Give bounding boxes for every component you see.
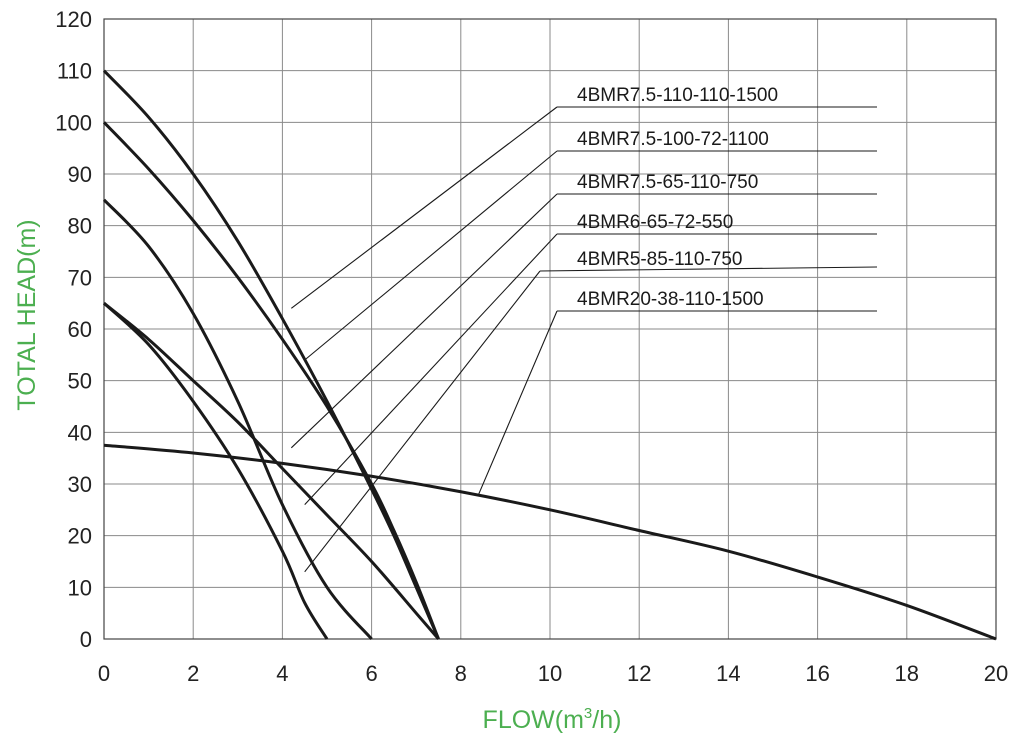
series-label: 4BMR6-65-72-550 [577,212,733,233]
series-curve [102,198,373,640]
y-tick-label: 110 [57,59,92,84]
x-axis-title-superscript: 3 [584,705,592,722]
leader-line [290,193,558,449]
y-tick-label: 120 [55,7,92,32]
y-tick-label: 70 [68,265,92,290]
leader-line [304,270,541,573]
x-tick-label: 20 [984,661,1008,686]
y-tick-label: 90 [68,162,92,187]
leader-line [290,106,558,309]
y-axis-ticks: 0 10 20 30 40 50 60 70 80 90 100 110 120 [55,7,92,652]
y-tick-label: 50 [68,369,92,394]
series-label: 4BMR5-85-110-750 [577,249,742,270]
x-tick-label: 18 [895,661,919,686]
y-tick-label: 100 [55,110,92,135]
series-curves [102,69,997,641]
y-tick-label: 40 [68,420,92,445]
x-tick-label: 14 [716,661,740,686]
x-tick-label: 16 [805,661,829,686]
series-label: 4BMR20-38-110-1500 [577,289,764,310]
series-curve [103,443,997,641]
x-axis-title-tail: /h) [592,706,621,734]
series-curve [102,302,329,640]
series-labels: 4BMR7.5-110-110-1500 4BMR7.5-100-72-1100 4… [577,85,778,310]
x-tick-label: 0 [98,661,110,686]
x-tick-label: 6 [365,661,377,686]
y-tick-label: 20 [68,524,92,549]
series-curve [103,302,440,640]
x-tick-label: 8 [455,661,467,686]
x-axis-title: FLOW(m3/h) [483,705,622,734]
leader-line [478,310,558,495]
x-tick-label: 10 [538,661,562,686]
y-axis-title: TOTAL HEAD(m) [13,219,41,410]
leader-line [304,233,558,506]
y-tick-label: 80 [68,214,92,239]
plot-frame [103,18,997,640]
y-tick-label: 10 [68,575,92,600]
y-tick-label: 30 [68,472,92,497]
y-tick-label: 0 [80,627,92,652]
series-curve [102,121,440,640]
y-tick-label: 60 [68,317,92,342]
series-leaders [290,106,878,573]
series-label: 4BMR7.5-65-110-750 [577,172,758,193]
x-tick-label: 4 [276,661,288,686]
series-curve [102,69,440,640]
series-label: 4BMR7.5-110-110-1500 [577,85,778,106]
leader-line [304,150,558,361]
x-tick-label: 12 [627,661,651,686]
x-axis-ticks: 0 2 4 6 8 10 12 14 16 18 20 [98,661,1008,686]
series-label: 4BMR7.5-100-72-1100 [577,129,769,150]
x-tick-label: 2 [187,661,199,686]
leader-baseline [539,266,878,272]
